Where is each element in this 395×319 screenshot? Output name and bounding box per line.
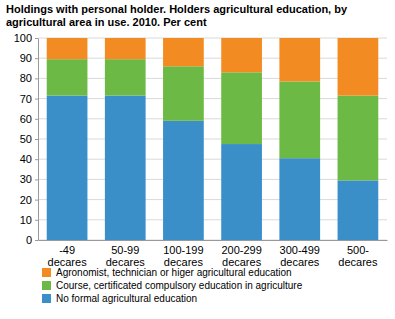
y-tick: 40 bbox=[20, 153, 38, 165]
y-tick-label: 20 bbox=[20, 194, 32, 206]
y-tick-label: 100 bbox=[14, 32, 32, 44]
legend-swatch bbox=[42, 294, 51, 303]
x-tick-label: 200-299decares bbox=[221, 244, 261, 269]
legend: Agronomist, technician or higer agricult… bbox=[42, 267, 303, 304]
bar bbox=[163, 66, 204, 121]
legend-item: Agronomist, technician or higer agricult… bbox=[42, 267, 292, 278]
bar bbox=[105, 38, 146, 59]
y-tick-label: 0 bbox=[26, 234, 32, 246]
bar bbox=[105, 96, 146, 240]
series bbox=[47, 59, 379, 180]
bar bbox=[279, 38, 320, 81]
title: Holdings with personal holder. Holders a… bbox=[6, 3, 348, 28]
bar bbox=[47, 96, 88, 240]
x-tick-label: -49decares bbox=[48, 244, 88, 269]
y-tick-label: 10 bbox=[20, 214, 32, 226]
y-tick-mark bbox=[35, 38, 38, 39]
bar bbox=[221, 144, 262, 240]
x-tick-label: 100-199decares bbox=[163, 244, 203, 269]
plot: 0 10 20 30 40 50 60 70 80 90 100 -49decares 50-99dec… bbox=[14, 32, 388, 268]
x-axis: -49decares 50-99decares 100-199decares 200-… bbox=[39, 240, 388, 268]
grid-line bbox=[38, 118, 387, 119]
x-tick: -49decares bbox=[48, 240, 88, 268]
y-tick-mark bbox=[35, 139, 38, 140]
y-tick: 50 bbox=[20, 133, 38, 145]
x-tick-label: 500-decares bbox=[338, 244, 378, 269]
y-tick-label: 70 bbox=[20, 93, 32, 105]
legend-item: Course, certificated compulsory educatio… bbox=[42, 280, 303, 291]
y-tick-mark bbox=[35, 78, 38, 79]
y-axis: 0 10 20 30 40 50 60 70 80 90 100 bbox=[14, 32, 39, 246]
y-tick-mark bbox=[35, 200, 38, 201]
series bbox=[47, 38, 379, 96]
y-tick-label: 90 bbox=[20, 52, 32, 64]
y-tick: 20 bbox=[20, 194, 38, 206]
y-tick-mark bbox=[35, 58, 38, 59]
legend-item: No formal agricultural education bbox=[42, 293, 197, 304]
bars bbox=[47, 38, 379, 240]
x-axis-line bbox=[39, 240, 388, 241]
legend-label: No formal agricultural education bbox=[56, 293, 197, 304]
chart: Holdings with personal holder. Holders a… bbox=[0, 0, 395, 319]
x-tick: 100-199decares bbox=[163, 240, 203, 268]
y-tick: 30 bbox=[20, 173, 38, 185]
y-tick-mark bbox=[35, 179, 38, 180]
grid-line bbox=[38, 199, 387, 200]
grid-line bbox=[38, 78, 387, 79]
legend-label: Agronomist, technician or higer agricult… bbox=[56, 267, 292, 278]
grid-line bbox=[38, 240, 387, 241]
series bbox=[47, 96, 379, 240]
grid-line bbox=[38, 139, 387, 140]
bar bbox=[163, 38, 204, 66]
y-tick-label: 80 bbox=[20, 72, 32, 84]
y-tick-mark bbox=[35, 159, 38, 160]
x-tick: 50-99decares bbox=[106, 240, 146, 268]
x-tick-label: 50-99decares bbox=[106, 244, 146, 269]
bar bbox=[47, 38, 88, 59]
y-tick-mark bbox=[35, 99, 38, 100]
y-tick-label: 30 bbox=[20, 173, 32, 185]
grid-line bbox=[38, 98, 387, 99]
y-tick: 80 bbox=[20, 72, 38, 84]
bar bbox=[338, 38, 379, 96]
y-tick: 100 bbox=[14, 32, 38, 44]
bar bbox=[221, 72, 262, 144]
bar bbox=[163, 121, 204, 240]
y-axis-line bbox=[38, 39, 39, 241]
y-tick-mark bbox=[35, 240, 38, 241]
bar bbox=[47, 59, 88, 95]
y-tick: 60 bbox=[20, 113, 38, 125]
legend-label: Course, certificated compulsory educatio… bbox=[56, 280, 303, 291]
y-tick-mark bbox=[35, 119, 38, 120]
y-tick: 90 bbox=[20, 52, 38, 64]
y-tick-label: 60 bbox=[20, 113, 32, 125]
x-tick: 500-decares bbox=[338, 240, 378, 268]
bar bbox=[338, 180, 379, 240]
legend-swatch bbox=[42, 268, 51, 277]
y-tick: 70 bbox=[20, 93, 38, 105]
grid-line bbox=[38, 219, 387, 220]
legend-swatch bbox=[42, 281, 51, 290]
x-tick: 200-299decares bbox=[221, 240, 261, 268]
grid-line bbox=[38, 159, 387, 160]
y-tick: 10 bbox=[20, 214, 38, 226]
grid-line bbox=[38, 179, 387, 180]
y-tick-label: 50 bbox=[20, 133, 32, 145]
grid-line bbox=[38, 58, 387, 59]
grid bbox=[38, 38, 387, 240]
y-tick-mark bbox=[35, 220, 38, 221]
y-tick: 0 bbox=[26, 234, 38, 246]
x-tick-label: 300-499decares bbox=[280, 244, 320, 269]
bar bbox=[279, 81, 320, 158]
bar bbox=[221, 38, 262, 72]
bar bbox=[338, 96, 379, 181]
bar bbox=[279, 158, 320, 240]
grid-line bbox=[38, 38, 387, 39]
x-tick: 300-499decares bbox=[280, 240, 320, 268]
y-tick-label: 40 bbox=[20, 153, 32, 165]
bar bbox=[105, 59, 146, 95]
